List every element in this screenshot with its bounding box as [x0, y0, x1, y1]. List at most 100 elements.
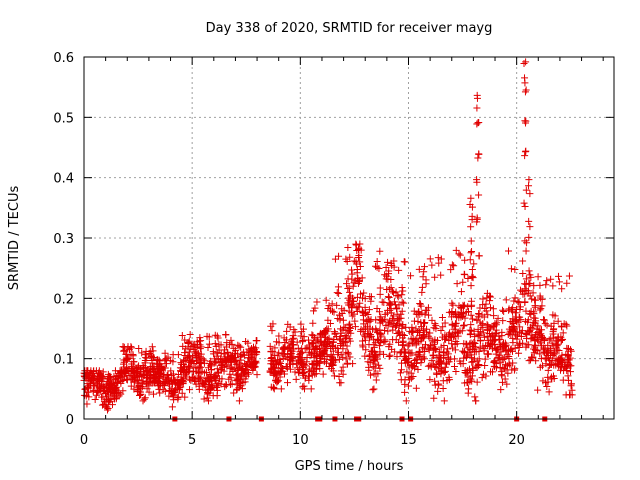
data-point: [448, 299, 456, 307]
peak-point: [521, 203, 529, 211]
data-point: [361, 336, 369, 344]
peak-point: [521, 152, 529, 160]
data-point: [437, 343, 445, 351]
data-point: [246, 349, 254, 357]
data-point: [179, 380, 187, 388]
data-point: [562, 350, 570, 358]
data-point: [294, 344, 302, 352]
data-point: [276, 373, 284, 381]
data-point: [558, 357, 566, 365]
data-point: [324, 325, 332, 333]
data-point: [538, 342, 546, 350]
data-point: [367, 297, 375, 305]
data-point: [402, 355, 410, 363]
data-point: [302, 374, 310, 382]
data-point: [412, 384, 420, 392]
data-point: [386, 351, 394, 359]
data-point: [367, 371, 375, 379]
data-point: [511, 309, 519, 317]
data-point: [129, 352, 137, 360]
data-point: [424, 362, 432, 370]
data-point: [224, 349, 232, 357]
data-point: [190, 360, 198, 368]
chart-title: Day 338 of 2020, SRMTID for receiver may…: [206, 21, 493, 36]
data-point: [309, 319, 317, 327]
data-point: [498, 332, 506, 340]
data-point: [414, 366, 422, 374]
data-point: [542, 281, 550, 289]
data-point: [102, 403, 110, 411]
data-point: [205, 340, 213, 348]
data-point: [484, 311, 492, 319]
data-point: [154, 360, 162, 368]
data-point: [196, 334, 204, 342]
data-point: [149, 347, 157, 355]
data-point: [415, 265, 423, 273]
peak-point: [473, 94, 481, 102]
data-point: [398, 283, 406, 291]
data-point: [511, 365, 519, 373]
data-point: [204, 375, 212, 383]
peak-point: [522, 186, 530, 194]
data-point: [284, 379, 292, 387]
data-point: [327, 345, 335, 353]
data-point: [529, 289, 537, 297]
data-point: [89, 386, 97, 394]
data-point: [159, 373, 167, 381]
data-point: [313, 352, 321, 360]
data-point: [238, 364, 246, 372]
data-point: [409, 373, 417, 381]
data-point: [532, 317, 540, 325]
data-point: [169, 380, 177, 388]
data-point: [494, 314, 502, 322]
peak-point: [475, 191, 483, 199]
data-point: [491, 357, 499, 365]
data-point: [271, 364, 279, 372]
data-point: [422, 276, 430, 284]
data-point: [555, 346, 563, 354]
data-point: [266, 342, 274, 350]
data-point: [319, 370, 327, 378]
data-point: [354, 280, 362, 288]
data-point: [321, 346, 329, 354]
data-point: [299, 383, 307, 391]
data-point: [81, 373, 89, 381]
data-point: [161, 349, 169, 357]
data-point: [432, 369, 440, 377]
data-point: [338, 310, 346, 318]
data-point: [249, 366, 257, 374]
data-point: [228, 354, 236, 362]
data-point: [376, 330, 384, 338]
axis-ticks: [83, 56, 614, 420]
data-point: [311, 304, 319, 312]
data-point: [212, 342, 220, 350]
data-point: [423, 328, 431, 336]
data-point: [228, 356, 236, 364]
data-point: [186, 331, 194, 339]
data-point: [510, 325, 518, 333]
peak-point: [525, 233, 533, 241]
data-point: [343, 280, 351, 288]
data-point: [431, 336, 439, 344]
data-point: [498, 372, 506, 380]
data-point: [387, 275, 395, 283]
peak-point: [522, 119, 530, 127]
data-point: [459, 278, 467, 286]
data-point: [462, 340, 470, 348]
data-point: [330, 372, 338, 380]
data-point: [365, 341, 373, 349]
data-point: [168, 377, 176, 385]
data-point: [460, 322, 468, 330]
data-point: [563, 344, 571, 352]
data-point: [340, 337, 348, 345]
data-point: [343, 326, 351, 334]
data-point: [139, 371, 147, 379]
data-point: [344, 299, 352, 307]
data-point: [185, 337, 193, 345]
data-point: [534, 386, 542, 394]
data-point: [331, 330, 339, 338]
data-point: [469, 315, 477, 323]
data-point: [197, 363, 205, 371]
data-point: [111, 381, 119, 389]
data-point: [404, 382, 412, 390]
